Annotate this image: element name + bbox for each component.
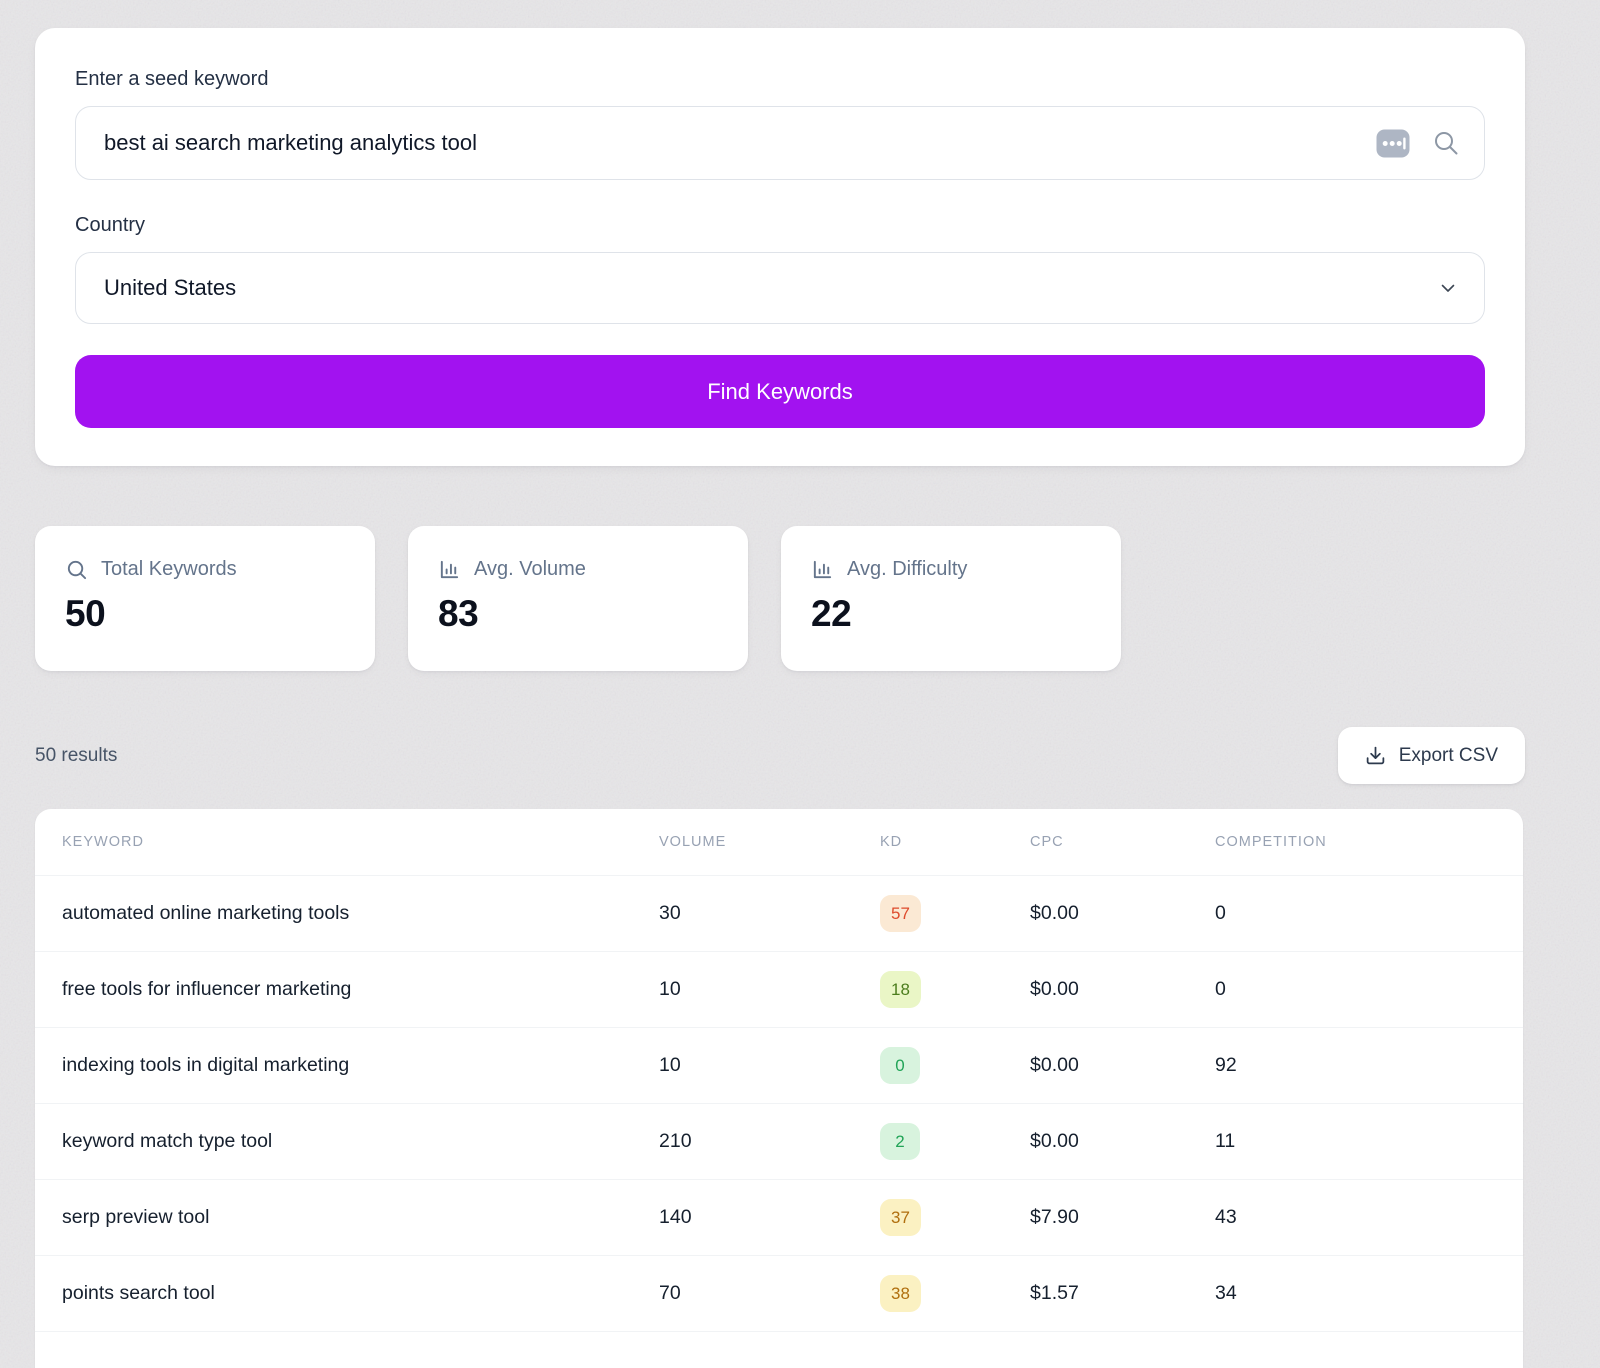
table-row: indexing tools in digital marketing 10 0…: [35, 1027, 1523, 1103]
table-partial-row: [35, 1331, 1523, 1368]
results-bar: 50 results Export CSV: [35, 727, 1525, 784]
stat-value: 22: [811, 593, 852, 634]
export-csv-button[interactable]: Export CSV: [1337, 727, 1525, 784]
cpc-cell: $1.57: [1030, 1282, 1079, 1304]
results-count: 50 results: [35, 744, 118, 766]
kd-badge: 2: [880, 1123, 920, 1160]
seed-keyword-field[interactable]: [75, 106, 1485, 180]
competition-cell: 43: [1215, 1206, 1237, 1228]
stat-card-avg-difficulty: Avg. Difficulty 22: [781, 526, 1121, 671]
table-body: automated online marketing tools 30 57 $…: [35, 875, 1523, 1331]
competition-cell: 11: [1215, 1130, 1236, 1152]
keyword-cell: keyword match type tool: [62, 1130, 273, 1152]
stat-card-total-keywords: Total Keywords 50: [35, 526, 375, 671]
country-label: Country: [75, 214, 146, 236]
competition-cell: 0: [1215, 902, 1226, 924]
find-keywords-button[interactable]: Find Keywords: [75, 355, 1485, 428]
search-icon: [65, 558, 88, 581]
column-header-keyword: KEYWORD: [62, 834, 144, 850]
country-select-value: United States: [104, 275, 237, 300]
password-manager-autofill-icon[interactable]: [1376, 129, 1410, 158]
volume-cell: 210: [659, 1130, 692, 1152]
column-header-competition: COMPETITION: [1215, 834, 1327, 850]
kd-badge: 38: [880, 1275, 921, 1312]
cpc-cell: $0.00: [1030, 1130, 1079, 1152]
cpc-cell: $0.00: [1030, 978, 1079, 1000]
stats-row: Total Keywords 50 Avg. Volume 83: [35, 526, 1525, 671]
kd-badge: 37: [880, 1199, 921, 1236]
kd-badge: 18: [880, 971, 921, 1008]
cpc-cell: $0.00: [1030, 1054, 1079, 1076]
kd-badge: 0: [880, 1047, 920, 1084]
stat-value: 83: [438, 593, 479, 634]
cpc-cell: $7.90: [1030, 1206, 1079, 1228]
competition-cell: 0: [1215, 978, 1226, 1000]
volume-cell: 70: [659, 1282, 681, 1304]
stat-value: 50: [65, 593, 106, 634]
column-header-cpc: CPC: [1030, 834, 1064, 850]
volume-cell: 10: [659, 1054, 681, 1076]
stat-label: Total Keywords: [101, 558, 237, 580]
keyword-cell: indexing tools in digital marketing: [62, 1054, 350, 1076]
stat-label: Avg. Volume: [474, 558, 586, 580]
cpc-cell: $0.00: [1030, 902, 1079, 924]
volume-cell: 140: [659, 1206, 692, 1228]
table-row: serp preview tool 140 37 $7.90 43: [35, 1179, 1523, 1255]
table-row: points search tool 70 38 $1.57 34: [35, 1255, 1523, 1331]
seed-keyword-input[interactable]: [104, 130, 1376, 156]
table-header-row: KEYWORD VOLUME KD CPC COMPETITION: [35, 809, 1523, 875]
stat-label: Avg. Difficulty: [847, 558, 968, 580]
volume-cell: 10: [659, 978, 681, 1000]
keyword-cell: free tools for influencer marketing: [62, 978, 352, 1000]
bar-chart-icon: [438, 558, 461, 581]
column-header-volume: VOLUME: [659, 834, 727, 850]
keyword-cell: points search tool: [62, 1282, 215, 1304]
bar-chart-icon: [811, 558, 834, 581]
competition-cell: 92: [1215, 1054, 1237, 1076]
stat-card-avg-volume: Avg. Volume 83: [408, 526, 748, 671]
keywords-table: KEYWORD VOLUME KD CPC COMPETITION automa…: [35, 809, 1523, 1368]
country-select[interactable]: United States: [75, 252, 1485, 324]
chevron-down-icon: [1438, 278, 1458, 298]
download-icon: [1365, 745, 1386, 766]
keyword-search-card: Enter a seed keyword: [35, 28, 1525, 466]
search-icon[interactable]: [1432, 129, 1460, 157]
export-csv-label: Export CSV: [1398, 744, 1498, 766]
seed-keyword-label: Enter a seed keyword: [75, 68, 269, 90]
keyword-cell: serp preview tool: [62, 1206, 210, 1228]
kd-badge: 57: [880, 895, 921, 932]
table-row: keyword match type tool 210 2 $0.00 11: [35, 1103, 1523, 1179]
volume-cell: 30: [659, 902, 681, 924]
keyword-cell: automated online marketing tools: [62, 902, 350, 924]
column-header-kd: KD: [880, 834, 903, 850]
table-row: free tools for influencer marketing 10 1…: [35, 951, 1523, 1027]
table-row: automated online marketing tools 30 57 $…: [35, 875, 1523, 951]
competition-cell: 34: [1215, 1282, 1237, 1304]
